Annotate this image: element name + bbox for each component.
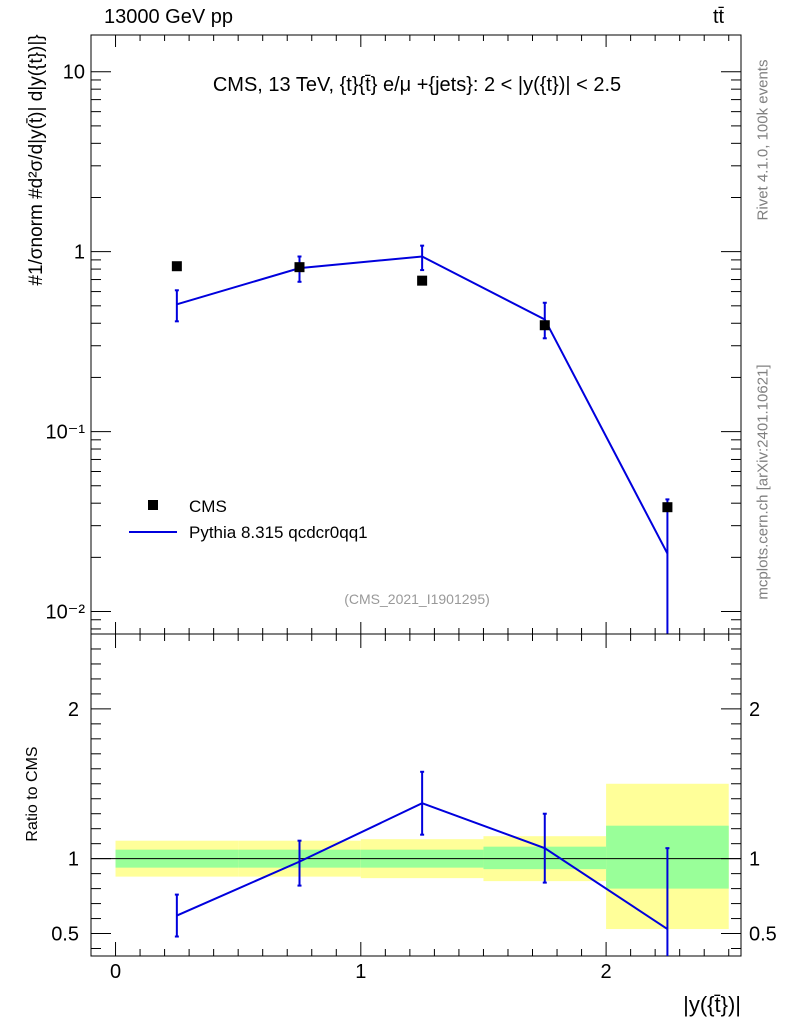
ratio-panel: 2 2 1 1 0.5 0.5 0 1 2 Ratio to CMS |y({t̄})| [24, 633, 777, 1017]
chart-title: CMS, 13 TeV, {t}{t̄} e/μ +{jets}: 2 < |y… [213, 74, 621, 96]
x-tick-label: 0 [110, 961, 121, 983]
mcplots-label: mcplots.cern.ch [arXiv:2401.10621] [754, 364, 772, 600]
ratio-y-tick-label-left: 2 [68, 699, 79, 721]
mc-series-line [176, 255, 669, 555]
rivet-label: Rivet 4.1.0, 100k events [754, 59, 772, 221]
main-panel: 10 1 10⁻¹ 10⁻² CMS, 13 TeV, {t}{t̄} e/μ +{je… [26, 34, 742, 635]
energy-label: 13000 GeV pp [104, 6, 233, 28]
data-point [171, 261, 182, 272]
data-point [539, 320, 550, 331]
data-point [662, 502, 673, 513]
main-y-tick-label: 10 [63, 62, 85, 84]
x-tick-label: 2 [601, 961, 612, 983]
legend-marker-data [148, 500, 158, 510]
legend-label-data: CMS [189, 497, 227, 516]
analysis-watermark: (CMS_2021_I1901295) [344, 591, 490, 607]
main-y-tick-label: 10⁻¹ [46, 422, 86, 444]
x-axis-label: |y({t̄})| [683, 992, 741, 1017]
main-y-axis-label: #1/σnorm #d²σ/d|y(t̄)| d|y({t})|} [26, 34, 47, 285]
ratio-frame [90, 633, 742, 957]
x-tick-label: 1 [355, 961, 366, 983]
main-frame [90, 34, 742, 635]
ratio-y-axis-label: Ratio to CMS [24, 746, 41, 841]
ratio-y-tick-label-right: 2 [749, 699, 760, 721]
data-point [294, 262, 305, 273]
main-y-tick-label: 1 [74, 242, 85, 264]
process-label: tt̄ [713, 6, 725, 28]
data-point [417, 275, 428, 286]
ratio-y-tick-label-right: 1 [749, 849, 760, 871]
legend-label-mc: Pythia 8.315 qcdcr0qq1 [189, 523, 368, 542]
main-y-tick-label: 10⁻² [46, 602, 86, 624]
ratio-y-tick-label-left: 1 [68, 849, 79, 871]
ratio-y-tick-label-right: 0.5 [749, 924, 777, 946]
ratio-y-tick-label-left: 0.5 [51, 924, 79, 946]
